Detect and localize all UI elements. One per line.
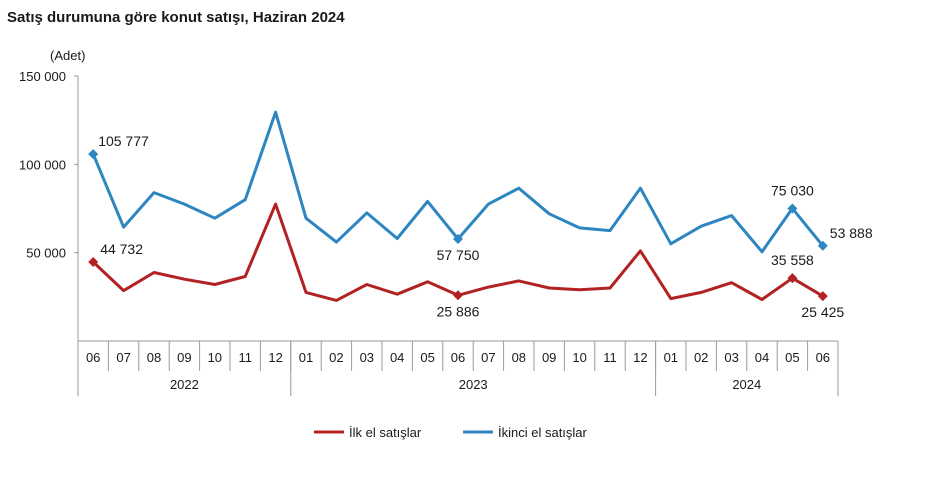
data-label: 53 888 — [830, 225, 873, 241]
data-point-marker — [787, 203, 798, 214]
legend-label: İlk el satışlar — [349, 425, 422, 440]
data-point-marker — [817, 240, 828, 251]
x-tick-label: 10 — [572, 350, 586, 365]
data-label: 35 558 — [771, 252, 814, 268]
x-tick-label: 11 — [238, 350, 252, 365]
y-tick-labels: 50 000 100 000 150 000 — [19, 69, 78, 261]
legend-label: İkinci el satışlar — [498, 425, 588, 440]
x-tick-labels: 06 07 08 09 10 11 12 01 02 03 04 05 06 07 08 09 10 11 12 01… — [86, 350, 830, 392]
series-line-2 — [91, 110, 824, 254]
x-tick-label: 07 — [116, 350, 130, 365]
x-tick-label: 06 — [451, 350, 465, 365]
data-labels: 44 732 25 886 35 558 25 425 105 777 57 750 75 … — [98, 133, 873, 320]
data-label: 25 425 — [801, 304, 844, 320]
x-tick-label: 12 — [268, 350, 282, 365]
x-tick-label: 06 — [86, 350, 100, 365]
x-tick-label: 08 — [147, 350, 161, 365]
year-group-label: 2023 — [459, 377, 488, 392]
x-tick-label: 01 — [664, 350, 678, 365]
x-tick-label: 04 — [755, 350, 769, 365]
series-lines — [88, 110, 828, 302]
x-tick-label: 01 — [299, 350, 313, 365]
legend: İlk el satışlar İkinci el satışlar — [314, 425, 588, 440]
x-tick-label: 03 — [724, 350, 738, 365]
x-tick-label: 04 — [390, 350, 404, 365]
x-tick-label: 12 — [633, 350, 647, 365]
data-point-marker — [453, 290, 463, 301]
chart-title: Satış durumuna göre konut satışı, Hazira… — [7, 9, 345, 26]
data-label: 57 750 — [437, 247, 480, 263]
x-tick-label: 11 — [603, 350, 617, 365]
year-group-label: 2022 — [170, 377, 199, 392]
axes — [77, 76, 839, 396]
y-tick-label: 50 000 — [26, 246, 66, 261]
x-tick-label: 02 — [329, 350, 343, 365]
data-point-marker — [88, 256, 99, 267]
x-tick-label: 07 — [481, 350, 495, 365]
x-tick-label: 06 — [816, 350, 830, 365]
x-tick-label: 02 — [694, 350, 708, 365]
x-tick-label: 05 — [785, 350, 799, 365]
year-group-label: 2024 — [732, 377, 761, 392]
y-tick-label: 150 000 — [19, 69, 66, 84]
x-tick-label: 03 — [360, 350, 374, 365]
y-tick-label: 100 000 — [19, 157, 66, 172]
x-tick-label: 08 — [512, 350, 526, 365]
data-label: 105 777 — [98, 133, 149, 149]
data-point-marker — [817, 291, 828, 302]
data-label: 44 732 — [100, 241, 143, 257]
data-label: 75 030 — [771, 182, 814, 198]
data-point-marker — [787, 273, 798, 284]
x-tick-label: 05 — [420, 350, 434, 365]
data-point-marker — [88, 149, 99, 160]
y-axis-label: (Adet) — [50, 48, 85, 63]
x-tick-label: 09 — [542, 350, 556, 365]
data-point-marker — [453, 233, 463, 244]
x-tick-label: 10 — [208, 350, 222, 365]
data-label: 25 886 — [437, 303, 480, 319]
x-tick-label: 09 — [177, 350, 191, 365]
